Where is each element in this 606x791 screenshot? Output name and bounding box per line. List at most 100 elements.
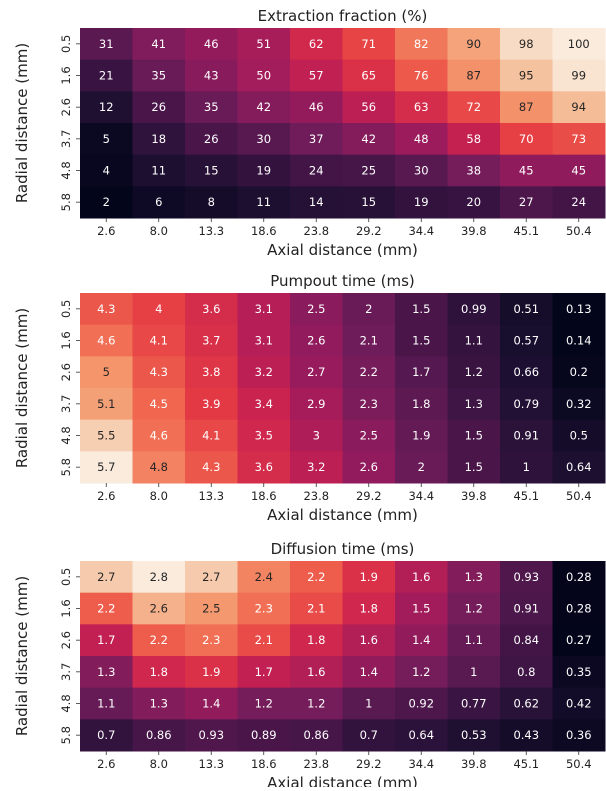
heatmap-cell xyxy=(395,419,448,452)
cell-value-label: 2.7 xyxy=(202,570,220,584)
cell-value-label: 3.2 xyxy=(255,365,273,379)
cell-value-label: 4 xyxy=(155,302,162,316)
heatmap-cell xyxy=(447,293,501,326)
heatmap-cell xyxy=(185,91,238,124)
heatmap-cell xyxy=(237,388,291,421)
heatmap-cell xyxy=(395,656,448,689)
heatmap-cell xyxy=(290,59,343,92)
cell-value-label: 0.66 xyxy=(513,365,539,379)
cell-value-label: 1.8 xyxy=(307,633,325,647)
heatmap-cell xyxy=(132,419,186,452)
heatmap-cell xyxy=(552,324,606,357)
x-tick-label: 2.6 xyxy=(97,757,115,771)
heatmap-cell xyxy=(132,624,186,657)
y-tick-label: 5.8 xyxy=(59,458,73,476)
heatmap-cell xyxy=(237,451,291,484)
cell-value-label: 0.91 xyxy=(513,429,539,443)
cell-value-label: 2.6 xyxy=(150,602,168,616)
heatmap-cell xyxy=(552,59,606,92)
cell-value-label: 100 xyxy=(568,37,590,51)
cell-value-label: 0.64 xyxy=(408,728,434,742)
heatmap-cell xyxy=(185,687,238,720)
cell-value-label: 3.4 xyxy=(255,397,273,411)
heatmap-cell xyxy=(80,186,133,219)
heatmap-cell xyxy=(80,324,133,357)
heatmap-cell xyxy=(290,91,343,124)
heatmap-cell xyxy=(185,123,238,156)
heatmap-cell xyxy=(185,624,238,657)
heatmap-cell xyxy=(80,419,133,452)
cell-value-label: 1.2 xyxy=(255,697,273,711)
cell-value-label: 30 xyxy=(256,132,271,146)
y-tick-label: 3.7 xyxy=(59,395,73,413)
cell-value-label: 2.5 xyxy=(202,602,220,616)
cell-value-label: 1.2 xyxy=(465,602,483,616)
cell-value-label: 0.28 xyxy=(566,570,592,584)
heatmap-cell xyxy=(552,186,606,219)
y-tick-label: 4.8 xyxy=(59,426,73,444)
heatmap-cell xyxy=(552,561,606,594)
cell-value-label: 38 xyxy=(466,164,481,178)
heatmap-cell xyxy=(342,592,396,625)
heatmap-cell xyxy=(500,59,553,92)
heatmap-cell xyxy=(80,656,133,689)
heatmap-cell xyxy=(80,624,133,657)
heatmap-cell xyxy=(552,293,606,326)
heatmap-cell xyxy=(290,592,343,625)
cell-value-label: 1.3 xyxy=(465,570,483,584)
heatmap-panel-2: Pumpout time (ms) 4.3 4 3.6 3.1 2.5 2 1.5 0.99 0.… xyxy=(13,272,606,524)
heatmap-cell xyxy=(500,561,553,594)
heatmap-cell xyxy=(80,719,133,752)
heatmap-cell xyxy=(80,451,133,484)
heatmap-cell xyxy=(447,624,501,657)
cell-value-label: 1 xyxy=(365,697,372,711)
cell-value-label: 0.91 xyxy=(513,602,539,616)
cell-value-label: 4.3 xyxy=(202,460,220,474)
heatmap-cell xyxy=(185,419,238,452)
cell-value-label: 0.89 xyxy=(251,728,277,742)
cell-value-label: 0.27 xyxy=(566,633,592,647)
heatmap-cell xyxy=(395,91,448,124)
heatmap-cell xyxy=(395,451,448,484)
cell-value-label: 19 xyxy=(414,195,429,209)
cell-value-label: 0.7 xyxy=(97,728,115,742)
cell-value-label: 42 xyxy=(256,100,271,114)
cell-value-label: 1.2 xyxy=(307,697,325,711)
heatmap-cell xyxy=(500,356,553,389)
y-axis-label: Radial distance (mm) xyxy=(13,576,31,736)
heatmap-cell xyxy=(447,28,501,61)
heatmap-cell xyxy=(80,123,133,156)
cell-value-label: 2.2 xyxy=(307,570,325,584)
x-tick-label: 18.6 xyxy=(251,224,277,238)
cell-value-label: 0.42 xyxy=(566,697,592,711)
cell-value-label: 3.2 xyxy=(307,460,325,474)
cell-value-label: 4.1 xyxy=(150,334,168,348)
x-axis-label: Axial distance (mm) xyxy=(267,506,418,524)
cell-value-label: 2.1 xyxy=(307,602,325,616)
heatmap-cell xyxy=(132,388,186,421)
cell-value-label: 5.7 xyxy=(97,460,115,474)
heatmap-cell xyxy=(552,154,606,187)
heatmap-cell xyxy=(342,388,396,421)
cell-value-label: 71 xyxy=(361,37,376,51)
cell-value-label: 2.2 xyxy=(97,602,115,616)
cell-value-label: 2.1 xyxy=(360,334,378,348)
cell-value-label: 1.8 xyxy=(412,397,430,411)
heatmap-cell xyxy=(342,419,396,452)
heatmap-cell xyxy=(80,293,133,326)
cell-value-label: 2 xyxy=(365,302,372,316)
heatmap-cell xyxy=(290,624,343,657)
heatmap-cell xyxy=(395,624,448,657)
cell-value-label: 0.36 xyxy=(566,728,592,742)
heatmap-cell xyxy=(185,719,238,752)
heatmap-cell xyxy=(237,91,291,124)
x-tick-label: 13.3 xyxy=(198,757,224,771)
cell-value-label: 24 xyxy=(309,164,324,178)
cell-value-label: 5.1 xyxy=(97,397,115,411)
heatmap-cell xyxy=(80,154,133,187)
heatmap-cell xyxy=(447,59,501,92)
y-tick-label: 4.8 xyxy=(59,694,73,712)
heatmap-cell xyxy=(447,719,501,752)
cell-value-label: 3.1 xyxy=(255,334,273,348)
cell-value-label: 51 xyxy=(256,37,271,51)
